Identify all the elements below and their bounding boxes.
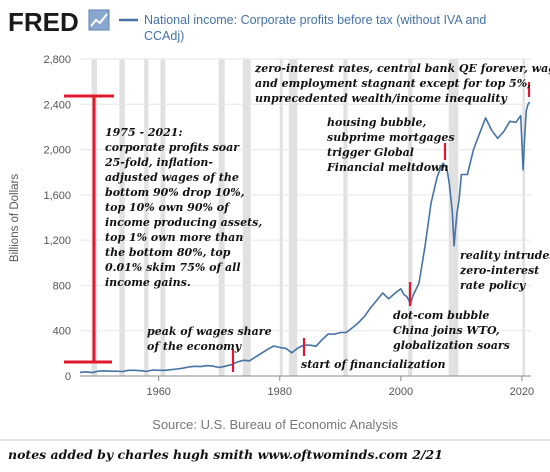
axes: 0 400 800 1,200 1,600 2,000 2,400 2,800 1960 1980…: [43, 54, 534, 398]
source-text[interactable]: Source: U.S. Bureau of Economic Analysis: [152, 417, 398, 432]
svg-text:adjusted wages of the: adjusted wages of the: [105, 171, 239, 184]
legend-label-line1[interactable]: National income: Corporate profits befor…: [144, 13, 486, 27]
recession-band: [343, 59, 348, 376]
x-tick-label: 2020: [510, 386, 534, 398]
footer-note: notes added by charles hugh smith www.of…: [8, 447, 443, 462]
y-tick-label: 1,200: [43, 235, 71, 247]
svg-text:trigger Global: trigger Global: [327, 146, 414, 159]
annotation-reality-text: reality intrudes, zero-interest rate pol…: [459, 249, 550, 292]
svg-text:income gains.: income gains.: [105, 276, 191, 289]
annotation-bracket-text: 1975 - 2021: corporate profits soar 25-f…: [104, 126, 262, 289]
svg-text:China joins WTO,: China joins WTO,: [393, 324, 500, 337]
svg-text:zero-interest: zero-interest: [459, 264, 539, 277]
svg-text:dot-com bubble: dot-com bubble: [393, 309, 489, 322]
svg-text:income producing assets,: income producing assets,: [105, 216, 262, 229]
fred-logo[interactable]: FRED: [8, 7, 79, 37]
y-axis-label: Billions of Dollars: [9, 174, 21, 262]
recession-band: [279, 59, 283, 376]
recession-band: [119, 59, 125, 376]
recession-band: [288, 59, 298, 376]
y-tick-label: 2,400: [43, 99, 71, 111]
recession-band: [218, 59, 225, 376]
x-tick-label: 2000: [389, 386, 413, 398]
svg-text:bottom 90% drop 10%,: bottom 90% drop 10%,: [105, 186, 245, 199]
svg-text:0.01% skim 75% of all: 0.01% skim 75% of all: [105, 261, 241, 274]
svg-text:and employment stagnant except: and employment stagnant except for top 5…: [255, 77, 531, 90]
recession-band: [408, 59, 413, 376]
svg-text:the bottom 80%, top: the bottom 80%, top: [105, 246, 231, 259]
svg-text:unprecedented wealth/income i: unprecedented wealth/income inequality: [255, 92, 508, 105]
annotation-zero-rates-text: zero-interest rates, central bank QE for…: [254, 62, 550, 105]
annotation-marks: [64, 82, 531, 372]
svg-text:peak of wages share: peak of wages share: [147, 325, 272, 338]
svg-text:top 10% own 90% of: top 10% own 90% of: [105, 201, 231, 214]
svg-text:start of financialization: start of financialization: [301, 358, 445, 371]
gridlines: [80, 58, 531, 332]
line-chart-icon: [88, 9, 110, 31]
recession-band: [160, 59, 166, 376]
svg-text:top 1% own more than: top 1% own more than: [105, 231, 243, 244]
svg-text:1975 - 2021:: 1975 - 2021:: [105, 126, 183, 139]
y-tick-label: 400: [53, 326, 71, 338]
series-line: [79, 101, 531, 374]
svg-text:corporate profits soar: corporate profits soar: [105, 141, 240, 154]
x-tick-label: 1960: [146, 386, 170, 398]
y-tick-label: 2,000: [43, 145, 71, 157]
svg-text:rate policy: rate policy: [460, 279, 527, 292]
y-tick-label: 1,600: [43, 190, 71, 202]
svg-text:25-fold, inflation-: 25-fold, inflation-: [104, 156, 213, 169]
annotation-dotcom-text: dot-com bubble China joins WTO, globaliz…: [393, 309, 510, 352]
legend-label-line2[interactable]: CCAdj): [144, 29, 184, 43]
recession-band: [448, 59, 459, 376]
annotation-financialization-text: start of financialization: [301, 358, 445, 371]
svg-text:zero-interest rates, central b: zero-interest rates, central bank QE for…: [254, 62, 550, 75]
svg-text:reality intrudes,: reality intrudes,: [460, 249, 550, 262]
svg-text:of the economy: of the economy: [147, 340, 243, 353]
recession-band: [522, 59, 525, 376]
svg-text:subprime mortgages: subprime mortgages: [327, 131, 455, 144]
svg-text:globalization soars: globalization soars: [393, 339, 510, 352]
recession-band: [242, 59, 251, 376]
y-tick-label: 800: [53, 280, 71, 292]
svg-text:housing bubble,: housing bubble,: [327, 116, 426, 129]
annotation-peak-wages-text: peak of wages share of the economy: [147, 325, 272, 353]
recession-band: [144, 59, 149, 376]
annotation-housing-text: housing bubble, subprime mortgages trigg…: [326, 116, 455, 174]
series-layer: [79, 101, 531, 374]
x-tick-label: 1980: [268, 386, 292, 398]
y-tick-label: 0: [65, 371, 71, 383]
svg-text:Financial meltdown: Financial meltdown: [326, 161, 449, 174]
y-tick-label: 2,800: [43, 54, 71, 66]
